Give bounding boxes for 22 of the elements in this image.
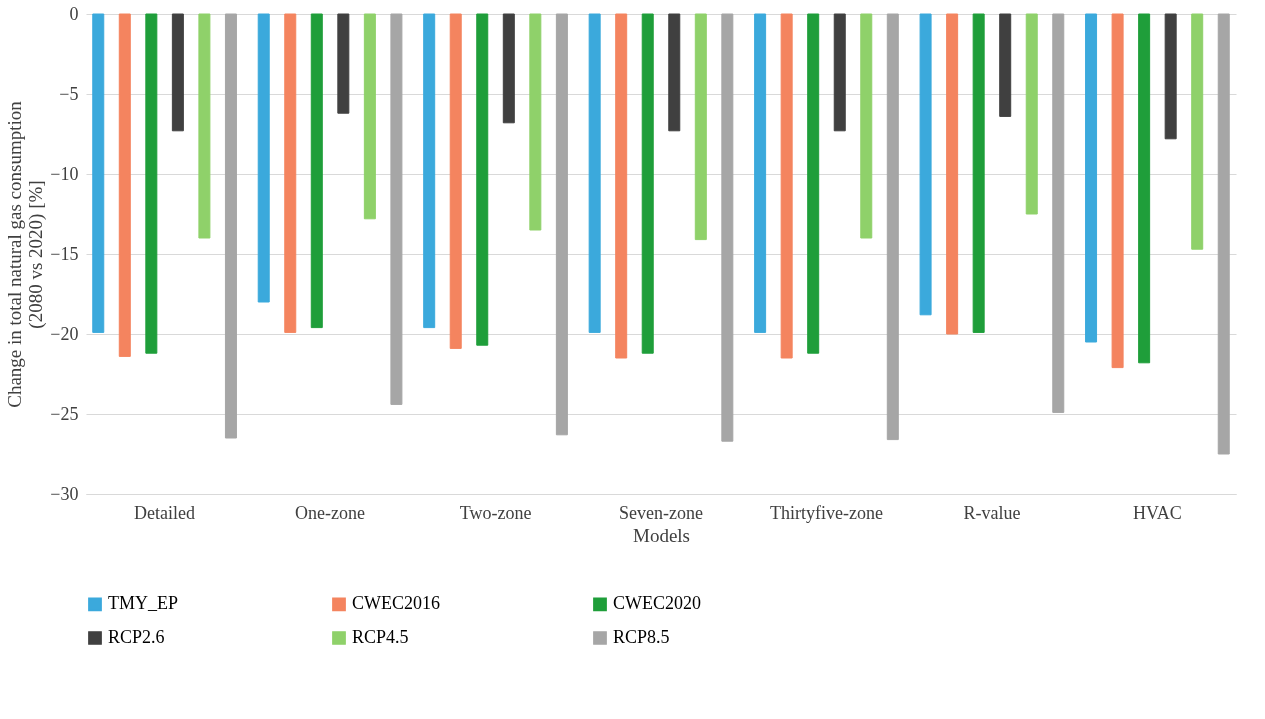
y-tick-label: −25 [50,403,79,424]
x-tick-label: R-value [963,502,1021,523]
legend-label: CWEC2016 [352,593,440,614]
x-tick-label: Thirtyfive-zone [769,502,883,523]
y-tick-label: −10 [50,163,79,184]
legend-label: TMY_EP [108,593,179,614]
x-tick-label: One-zone [295,502,366,523]
y-axis-title: Change in total natural gas consumption (2080 vs 2020) [%] [4,100,48,408]
y-tick-label: −20 [50,323,79,344]
x-tick-label: HVAC [1133,502,1182,523]
legend-label: CWEC2020 [613,593,701,614]
legend-label: RCP4.5 [352,627,409,647]
x-tick-label: Detailed [134,502,196,523]
y-tick-label: 0 [69,3,79,24]
legend-label: RCP2.6 [108,627,165,647]
y-tick-label: −5 [59,83,79,104]
x-tick-label: Two-zone [459,502,532,523]
x-tick-label: Seven-zone [619,502,703,523]
y-tick-label: −15 [50,243,79,264]
x-axis-title: Models [633,524,690,546]
y-tick-label: −30 [50,483,79,504]
legend-label: RCP8.5 [613,627,670,647]
